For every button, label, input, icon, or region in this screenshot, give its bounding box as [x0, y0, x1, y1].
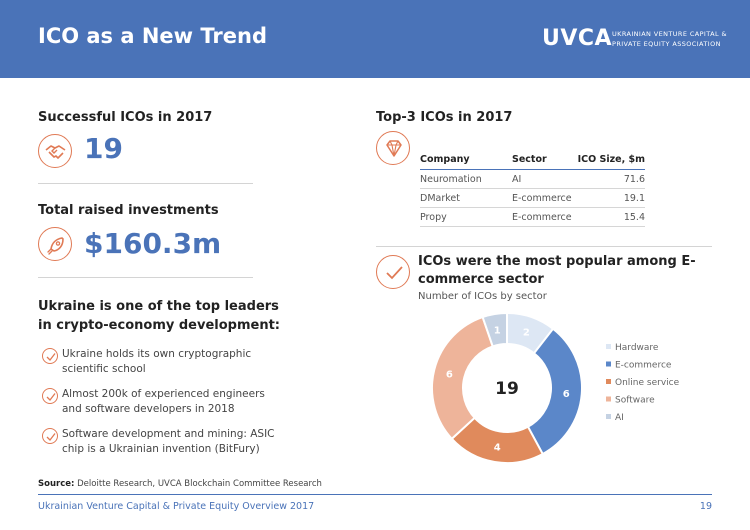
- successful-icos-value: 19: [84, 132, 123, 165]
- cell-sector: AI: [512, 169, 572, 189]
- logo-subtitle: UKRAINIAN VENTURE CAPITAL & PRIVATE EQUI…: [612, 29, 742, 49]
- cell-company: DMarket: [420, 188, 512, 208]
- chart-section-title: ICOs were the most popular among E-comme…: [418, 254, 696, 287]
- cell-sector: E-commerce: [512, 188, 572, 208]
- slice-value-label: 1: [494, 325, 501, 336]
- column-header-sector: Sector: [512, 152, 572, 170]
- table-row: Propy E-commerce 15.4: [420, 207, 645, 227]
- bullet-text: Software development and mining: ASIC ch…: [62, 428, 275, 455]
- column-header-company: Company: [420, 152, 512, 170]
- divider: [376, 246, 712, 247]
- legend-swatch: [606, 344, 611, 349]
- top3-title: Top-3 ICOs in 2017: [376, 110, 513, 125]
- checkmark-icon: [42, 388, 58, 404]
- checkmark-icon: [42, 348, 58, 364]
- legend-label: Online service: [615, 378, 680, 388]
- donut-slice-e-commerce: [526, 327, 583, 456]
- logo-subtitle-line-2: PRIVATE EQUITY ASSOCIATION: [612, 40, 721, 48]
- bullet-text: Almost 200k of experienced engineers and…: [62, 388, 265, 415]
- bullet-item: Software development and mining: ASIC ch…: [42, 427, 287, 457]
- legend-label: AI: [615, 413, 624, 423]
- donut-slice-software: [431, 315, 494, 441]
- chart-subtitle: Number of ICOs by sector: [418, 291, 547, 302]
- footer-text: Ukrainian Venture Capital & Private Equi…: [38, 501, 315, 512]
- diamond-icon: [376, 131, 410, 165]
- slice-value-label: 6: [563, 389, 570, 400]
- footer-divider: [38, 494, 712, 495]
- total-raised-value: $160.3m: [84, 227, 222, 260]
- column-header-ico-size: ICO Size, $m: [572, 152, 645, 170]
- slice-value-label: 6: [446, 369, 453, 380]
- handshake-icon: [38, 134, 72, 168]
- source-note: Source: Deloitte Research, UVCA Blockcha…: [38, 479, 322, 489]
- chart-center-total: 19: [495, 379, 519, 399]
- slice-value-label: 2: [523, 328, 530, 339]
- cell-company: Propy: [420, 207, 512, 227]
- top3-table: Company Sector ICO Size, $m Neuromation …: [420, 152, 645, 227]
- table-row: DMarket E-commerce 19.1: [420, 188, 645, 208]
- divider: [38, 277, 253, 278]
- checkmark-icon: [42, 428, 58, 444]
- divider: [38, 183, 253, 184]
- header-bar: ICO as a New Trend UVCA UKRAINIAN VENTUR…: [0, 0, 750, 78]
- cell-company: Neuromation: [420, 169, 512, 189]
- slice-value-label: 4: [494, 443, 501, 454]
- legend-swatch: [606, 379, 611, 384]
- ukraine-title: Ukraine is one of the top leaders in cry…: [38, 299, 280, 333]
- legend-swatch: [606, 396, 611, 402]
- table-header-row: Company Sector ICO Size, $m: [420, 152, 645, 170]
- bullet-text: Ukraine holds its own cryptographic scie…: [62, 348, 252, 375]
- legend-swatch: [606, 361, 611, 367]
- rocket-icon: [38, 227, 72, 261]
- total-raised-title: Total raised investments: [38, 203, 219, 218]
- bullet-item: Almost 200k of experienced engineers and…: [42, 387, 287, 417]
- page-number: 19: [699, 501, 712, 512]
- successful-icos-title: Successful ICOs in 2017: [38, 110, 213, 125]
- table-row: Neuromation AI 71.6: [420, 169, 645, 189]
- legend-label: Hardware: [615, 343, 659, 353]
- cell-sector: E-commerce: [512, 207, 572, 227]
- source-label: Source:: [38, 479, 75, 489]
- logo-subtitle-line-1: UKRAINIAN VENTURE CAPITAL &: [612, 30, 727, 38]
- source-text: Deloitte Research, UVCA Blockchain Commi…: [77, 479, 322, 489]
- donut-slice-ai: [481, 311, 508, 348]
- cell-ico-size: 19.1: [572, 188, 645, 208]
- page-title: ICO as a New Trend: [38, 24, 267, 48]
- cell-ico-size: 15.4: [572, 207, 645, 227]
- legend-label: Software: [615, 396, 655, 406]
- bullet-item: Ukraine holds its own cryptographic scie…: [42, 347, 287, 377]
- legend-swatch: [606, 414, 611, 419]
- uvca-logo: UVCA: [542, 26, 613, 51]
- cell-ico-size: 71.6: [572, 169, 645, 189]
- checkmark-icon: [376, 255, 410, 289]
- legend-label: E-commerce: [615, 361, 672, 371]
